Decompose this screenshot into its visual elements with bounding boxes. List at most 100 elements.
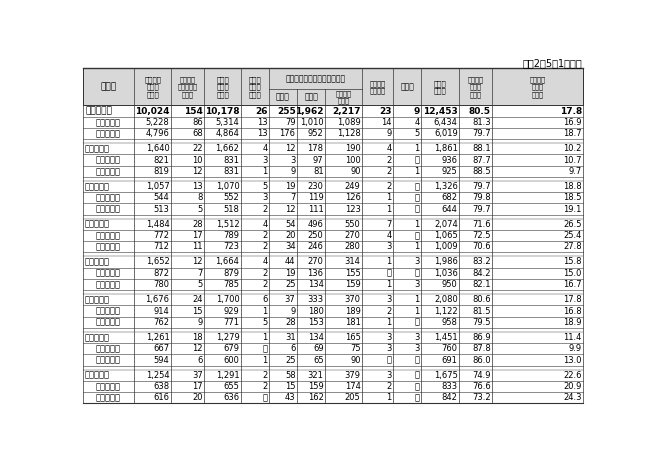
Text: 18: 18 [192, 333, 203, 342]
Bar [83, 215, 584, 218]
Text: 幸　区　計: 幸 区 計 [84, 182, 109, 191]
Text: 79.7: 79.7 [472, 205, 491, 213]
Text: 37: 37 [285, 295, 296, 304]
Text: 2,217: 2,217 [332, 106, 361, 116]
Text: 178: 178 [307, 144, 324, 153]
Text: 155: 155 [345, 269, 361, 278]
Text: 6,434: 6,434 [434, 118, 458, 127]
Bar [83, 139, 584, 143]
Text: 80.6: 80.6 [472, 295, 491, 304]
Text: 723: 723 [224, 243, 239, 251]
Text: 79: 79 [285, 118, 296, 127]
Text: 914: 914 [153, 307, 170, 315]
Text: （　女　）: （ 女 ） [96, 393, 121, 402]
Text: （　男　）: （ 男 ） [96, 193, 121, 202]
Text: 3: 3 [414, 344, 420, 353]
Text: 17.8: 17.8 [564, 295, 582, 304]
Text: その他: その他 [400, 82, 414, 91]
Text: 2: 2 [262, 243, 268, 251]
Text: 13.0: 13.0 [564, 355, 582, 364]
Text: 44: 44 [285, 258, 296, 267]
Text: 12,453: 12,453 [423, 106, 458, 116]
Text: 205: 205 [345, 393, 361, 402]
Text: 25: 25 [285, 355, 296, 364]
Text: 100: 100 [345, 156, 361, 165]
Text: 15.0: 15.0 [564, 269, 582, 278]
Text: 4: 4 [262, 144, 268, 153]
Text: 86.0: 86.0 [472, 355, 491, 364]
Text: 1,065: 1,065 [434, 231, 458, 240]
Text: 川崎区　計: 川崎区 計 [84, 144, 109, 153]
Text: 134: 134 [307, 280, 324, 289]
Text: （　女　）: （ 女 ） [96, 318, 121, 327]
Text: 655: 655 [224, 382, 239, 391]
Text: 1: 1 [415, 167, 420, 176]
Text: －: － [415, 382, 420, 391]
Text: 314: 314 [344, 258, 361, 267]
Text: 9: 9 [386, 129, 392, 138]
Bar [83, 166, 584, 177]
Bar [83, 154, 584, 166]
Text: 1,010: 1,010 [300, 118, 324, 127]
Text: 5: 5 [262, 318, 268, 327]
Text: 3: 3 [262, 193, 268, 202]
Bar [83, 181, 584, 192]
Text: 43: 43 [285, 393, 296, 402]
Text: －: － [415, 193, 420, 202]
Text: 616: 616 [153, 393, 170, 402]
Text: 159: 159 [308, 382, 324, 391]
Text: 159: 159 [345, 280, 361, 289]
Text: 19: 19 [285, 269, 296, 278]
Text: 16.7: 16.7 [564, 280, 582, 289]
Text: 1,451: 1,451 [434, 333, 458, 342]
Text: 87.8: 87.8 [472, 344, 491, 353]
Text: 13: 13 [257, 118, 268, 127]
Text: 15: 15 [285, 382, 296, 391]
Text: 872: 872 [153, 269, 170, 278]
Text: 1,122: 1,122 [434, 307, 458, 315]
Text: 1,986: 1,986 [434, 258, 458, 267]
Text: 772: 772 [153, 231, 170, 240]
Text: 667: 667 [153, 344, 170, 353]
Text: 10.7: 10.7 [564, 156, 582, 165]
Text: 1: 1 [386, 193, 392, 202]
Text: 16.8: 16.8 [564, 307, 582, 315]
Text: 22: 22 [192, 144, 203, 153]
Text: 9: 9 [198, 318, 203, 327]
Text: 86.9: 86.9 [472, 333, 491, 342]
Bar [83, 268, 584, 279]
Text: 1: 1 [262, 167, 268, 176]
Text: 544: 544 [153, 193, 170, 202]
Text: 27.8: 27.8 [564, 243, 582, 251]
Text: 111: 111 [308, 205, 324, 213]
Text: 552: 552 [224, 193, 239, 202]
Text: 255: 255 [277, 106, 296, 116]
Bar [83, 68, 584, 106]
Text: 2: 2 [386, 167, 392, 176]
Text: 私　立　中　学　校　進　学: 私 立 中 学 校 進 学 [285, 74, 346, 83]
Text: 37: 37 [192, 371, 203, 379]
Text: 1,675: 1,675 [434, 371, 458, 379]
Text: 2: 2 [262, 205, 268, 213]
Text: 249: 249 [345, 182, 361, 191]
Text: 6: 6 [290, 344, 296, 353]
Text: 4,864: 4,864 [216, 129, 239, 138]
Text: 川崎市立
中学校
進学者: 川崎市立 中学校 進学者 [144, 76, 161, 98]
Text: 15: 15 [192, 307, 203, 315]
Text: 1,652: 1,652 [146, 258, 170, 267]
Text: 1: 1 [386, 318, 392, 327]
Text: 私立中学
進学率
（％）: 私立中学 進学率 （％） [530, 76, 546, 98]
Text: 379: 379 [344, 371, 361, 379]
Text: 11: 11 [192, 243, 203, 251]
Text: 79.7: 79.7 [472, 129, 491, 138]
Text: 136: 136 [307, 269, 324, 278]
Text: 831: 831 [224, 167, 239, 176]
Text: 180: 180 [307, 307, 324, 315]
Text: （　男　）: （ 男 ） [96, 269, 121, 278]
Bar [83, 290, 584, 294]
Text: （　男　）: （ 男 ） [96, 382, 121, 391]
Text: （　女　）: （ 女 ） [96, 243, 121, 251]
Text: 2: 2 [386, 382, 392, 391]
Text: 3: 3 [414, 333, 420, 342]
Text: 7: 7 [198, 269, 203, 278]
